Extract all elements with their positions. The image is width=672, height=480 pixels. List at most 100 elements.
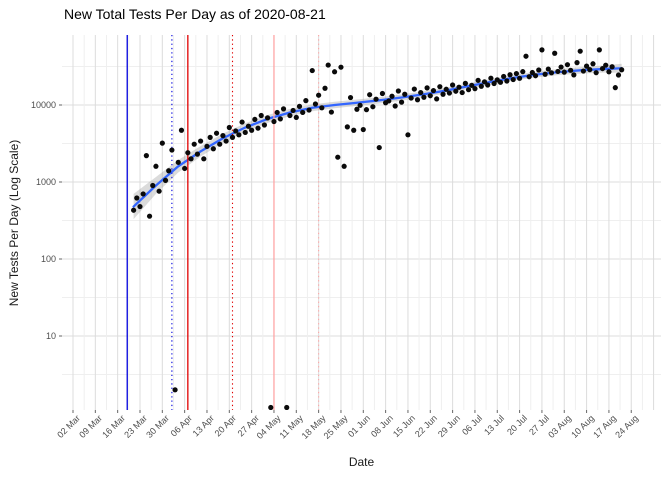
axis-ticks: [59, 104, 632, 413]
data-point: [178, 127, 185, 133]
data-point: [293, 114, 299, 121]
data-point: [296, 103, 303, 109]
data-point: [389, 93, 395, 99]
data-point: [529, 69, 535, 76]
data-point: [555, 68, 561, 75]
data-point: [143, 153, 149, 159]
data-point: [434, 96, 440, 102]
data-point: [373, 96, 379, 102]
data-point: [427, 93, 433, 99]
data-point: [440, 91, 446, 97]
data-point: [169, 147, 175, 153]
data-point: [536, 67, 542, 73]
event-lines: [126, 35, 320, 410]
data-point: [239, 119, 245, 125]
data-point: [501, 73, 507, 80]
data-point: [146, 213, 153, 219]
data-point: [338, 64, 344, 70]
data-point: [335, 154, 341, 160]
data-point: [453, 88, 459, 94]
data-point: [510, 76, 516, 83]
data-point: [182, 165, 188, 172]
data-point: [523, 53, 529, 59]
data-point: [162, 177, 169, 183]
data-point: [328, 109, 334, 115]
data-point: [172, 387, 178, 393]
data-point: [545, 66, 551, 72]
data-point: [414, 97, 421, 103]
data-point: [596, 47, 602, 53]
data-points: [131, 47, 625, 410]
data-point: [450, 82, 456, 88]
data-point: [526, 74, 532, 80]
data-point: [303, 98, 309, 104]
data-point: [513, 70, 520, 77]
data-point: [462, 80, 468, 86]
data-point: [411, 86, 417, 92]
data-point: [341, 163, 347, 169]
data-point: [590, 61, 596, 67]
data-point: [421, 94, 427, 100]
data-point: [242, 129, 248, 136]
data-point: [322, 85, 328, 91]
data-point: [363, 107, 370, 113]
data-point: [217, 141, 223, 147]
data-point: [236, 132, 242, 138]
data-point: [577, 48, 583, 54]
data-point: [300, 109, 306, 116]
data-point: [245, 123, 252, 129]
data-point: [185, 150, 191, 156]
y-tick-label: 10000: [30, 100, 56, 110]
data-point: [306, 107, 312, 113]
data-point: [198, 138, 204, 144]
data-point: [402, 91, 408, 97]
data-point: [612, 85, 618, 91]
data-point: [475, 77, 481, 83]
data-point: [150, 182, 156, 189]
data-point: [331, 69, 338, 75]
data-point: [469, 82, 475, 88]
data-point: [357, 102, 363, 108]
data-point: [220, 133, 226, 139]
data-point: [488, 75, 494, 81]
data-point: [277, 116, 283, 122]
data-point: [587, 67, 593, 73]
data-point: [606, 69, 612, 75]
data-point: [517, 75, 523, 81]
data-point: [379, 90, 386, 97]
data-point: [398, 99, 405, 105]
data-point: [268, 404, 274, 410]
data-point: [280, 106, 287, 112]
data-point: [465, 87, 472, 93]
data-point: [564, 62, 571, 68]
data-point: [552, 50, 558, 56]
chart-title: New Total Tests Per Day as of 2020-08-21: [64, 6, 326, 22]
gridlines: [62, 35, 661, 410]
data-point: [223, 138, 229, 144]
data-point: [309, 67, 315, 74]
data-point: [360, 126, 366, 133]
data-point: [478, 83, 484, 89]
data-point: [603, 62, 609, 68]
data-point: [319, 105, 325, 111]
data-point: [430, 87, 437, 94]
data-point: [229, 134, 236, 140]
data-point: [344, 124, 350, 130]
data-point: [497, 79, 504, 85]
data-point: [274, 109, 280, 116]
data-point: [188, 156, 194, 162]
data-point: [287, 112, 293, 119]
data-point: [574, 60, 580, 66]
data-point: [424, 85, 430, 91]
data-point: [580, 68, 587, 74]
data-point: [175, 159, 181, 165]
data-point: [312, 101, 319, 107]
data-point: [249, 127, 255, 133]
data-point: [367, 92, 373, 98]
data-point: [284, 404, 290, 410]
data-point: [609, 64, 615, 70]
data-point: [370, 104, 376, 110]
data-point: [507, 72, 513, 78]
